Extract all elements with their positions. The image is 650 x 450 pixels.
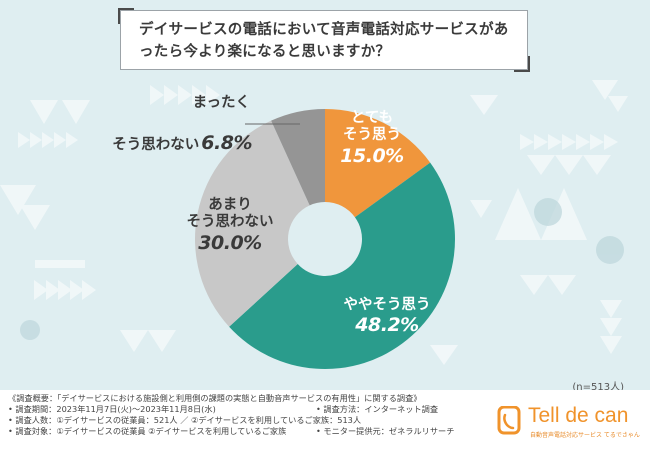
slice-name-3-0: まったく [192,95,250,111]
slice-value-2: 30.0% [198,231,262,254]
survey-footer: 《調査概要：「デイサービスにおける施設側と利用側の課題の実態と自動音声サービスの… [0,390,650,450]
donut-slice-3 [271,109,325,206]
phone-handset-icon [497,406,521,435]
logo-name: Tell de can [528,404,629,427]
survey-period: • 調査期間：2023年11月7日(火)〜2023年11月8日(水) [8,404,216,414]
slice-name-0-0: とても [350,110,394,126]
slice-name-3-1: そう思わない [112,136,200,153]
slice-name-2-0: あまり [208,197,252,213]
monitor-provider: • モニター提供元：ゼネラルリサーチ [316,426,455,436]
donut-slice-0 [325,109,431,218]
survey-overview: 《調査概要：「デイサービスにおける施設側と利用側の課題の実態と自動音声サービスの… [8,393,422,403]
tell-de-can-logo: Tell de can 自動音声電話対応サービス てるでさゃん [496,404,640,444]
slice-name-0-1: そう思う [343,127,401,144]
slice-value-1: 48.2% [355,314,419,337]
slice-value-3: 6.8% [201,131,252,154]
slice-label-3: まったくそう思わない 6.8% [110,95,252,154]
survey-count: • 調査人数：①デイサービスの従業員：521人 ／ ②デイサービスを利用している… [8,415,362,425]
slice-label-0: とても そう思う 15.0% [297,110,447,168]
slice-name-2-1: そう思わない [186,214,274,231]
slice-value-0: 15.0% [340,144,404,167]
logo-tagline: 自動音声電話対応サービス てるでさゃん [530,432,640,439]
survey-target: • 調査対象：①デイサービスの従業員 ②デイサービスを利用しているご家族 [8,426,287,436]
sample-size-label: (n=513人) [572,382,624,393]
slice-name-1-0: ややそう思う [343,297,431,313]
corner-bracket-top-left [118,8,134,24]
bg-triangle [30,100,58,124]
chart-title: デイサービスの電話において音声電話対応サービスがあったら今より楽になると思います… [139,22,509,60]
corner-bracket-bottom-right [514,56,530,72]
question-title-box: デイサービスの電話において音声電話対応サービスがあったら今より楽になると思います… [118,8,530,72]
donut-slice-2 [195,120,310,327]
slice-label-1: ややそう思う 48.2% [312,297,462,337]
slice-label-2: あまり そう思わない 30.0% [155,197,305,255]
survey-method: • 調査方法：インターネット調査 [316,404,439,414]
donut-slice-1 [229,162,455,369]
